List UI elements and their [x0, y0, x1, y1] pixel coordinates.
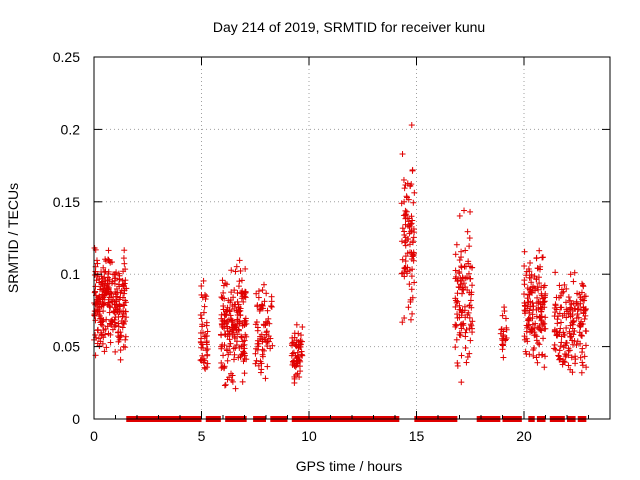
x-tick-label: 15: [409, 428, 425, 444]
x-tick-label: 10: [301, 428, 317, 444]
x-tick-label: 0: [90, 428, 98, 444]
y-tick-label: 0: [72, 411, 80, 427]
y-tick-label: 0.25: [53, 49, 80, 65]
x-tick-label: 20: [516, 428, 532, 444]
y-tick-label: 0.15: [53, 194, 80, 210]
x-tick-label: 5: [198, 428, 206, 444]
y-tick-label: 0.1: [61, 266, 81, 282]
chart-title: Day 214 of 2019, SRMTID for receiver kun…: [213, 19, 485, 35]
srmtid-scatter-chart: Day 214 of 2019, SRMTID for receiver kun…: [0, 0, 640, 480]
y-axis-label: SRMTID / TECUs: [5, 183, 21, 293]
chart-background: [0, 0, 640, 480]
y-tick-label: 0.2: [61, 121, 81, 137]
y-tick-label: 0.05: [53, 339, 80, 355]
x-axis-label: GPS time / hours: [296, 458, 403, 474]
